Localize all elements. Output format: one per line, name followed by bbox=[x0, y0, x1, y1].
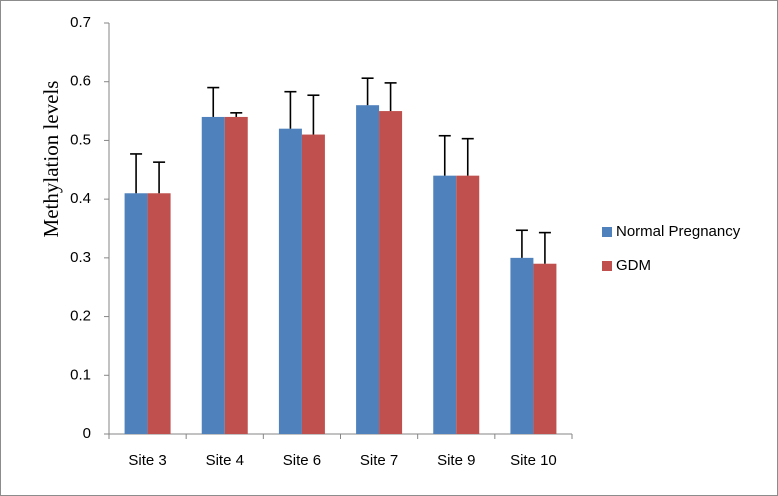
x-tick-label: Site 4 bbox=[206, 452, 244, 469]
bar bbox=[201, 116, 225, 434]
y-axis-label: Methylation levels bbox=[39, 81, 63, 238]
x-tick-label: Site 7 bbox=[360, 452, 398, 469]
bar bbox=[433, 175, 457, 434]
legend: Normal Pregnancy GDM bbox=[602, 223, 741, 274]
bar bbox=[356, 105, 380, 434]
bar bbox=[456, 175, 480, 434]
bars bbox=[124, 105, 557, 435]
y-tick-label: 0 bbox=[83, 425, 91, 442]
bar bbox=[124, 193, 148, 434]
bar bbox=[510, 257, 534, 434]
x-tick-label: Site 3 bbox=[128, 452, 166, 469]
y-tick-label: 0.4 bbox=[70, 190, 91, 207]
bar bbox=[147, 193, 171, 434]
y-tick-label: 0.1 bbox=[70, 366, 91, 383]
legend-swatch bbox=[602, 227, 612, 237]
error-bars bbox=[130, 77, 551, 264]
y-tick-label: 0.2 bbox=[70, 308, 91, 325]
bar bbox=[533, 263, 557, 434]
axis-labels: 0 0.1 0.2 0.3 0.4 0.5 0.6 0.7 Site 3 Site 4 Site 6… bbox=[70, 14, 557, 469]
y-tick-label: 0.3 bbox=[70, 249, 91, 266]
legend-label: GDM bbox=[616, 257, 651, 274]
bar bbox=[301, 134, 325, 435]
y-tick-label: 0.7 bbox=[70, 14, 91, 31]
x-tick-label: Site 6 bbox=[283, 452, 321, 469]
x-tick-label: Site 10 bbox=[510, 452, 557, 469]
x-tick-label: Site 9 bbox=[437, 452, 475, 469]
bar bbox=[224, 116, 248, 434]
axes bbox=[104, 22, 573, 439]
bar bbox=[278, 128, 302, 434]
legend-swatch bbox=[602, 261, 612, 271]
legend-label: Normal Pregnancy bbox=[616, 223, 741, 240]
bar bbox=[379, 111, 403, 435]
y-tick-label: 0.5 bbox=[70, 131, 91, 148]
y-tick-label: 0.6 bbox=[70, 73, 91, 90]
